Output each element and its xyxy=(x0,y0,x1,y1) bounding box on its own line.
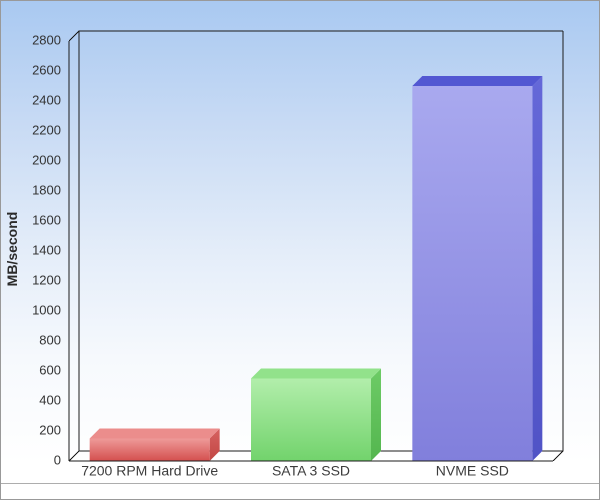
y-tick-label: 2200 xyxy=(32,122,61,137)
y-tick-label: 2400 xyxy=(32,92,61,107)
y-tick-label: 2600 xyxy=(32,62,61,77)
y-tick-label: 800 xyxy=(39,332,61,347)
bar-top-face xyxy=(89,428,220,439)
bars xyxy=(89,76,543,462)
y-tick-label: 1000 xyxy=(32,302,61,317)
y-tick-label: 1400 xyxy=(32,242,61,257)
bar-sata-3-ssd[interactable] xyxy=(251,368,381,462)
x-category-labels: 7200 RPM Hard Drive SATA 3 SSD NVME SSD xyxy=(81,463,509,479)
axis-line xyxy=(68,30,80,42)
bar-side-face xyxy=(209,428,220,461)
y-tick-label: 2000 xyxy=(32,152,61,167)
x-category-label: 7200 RPM Hard Drive xyxy=(81,463,218,479)
bar-top-face xyxy=(251,368,381,379)
x-category-label: SATA 3 SSD xyxy=(272,463,350,479)
y-tick-label: 1600 xyxy=(32,212,61,227)
bar-top-face xyxy=(412,76,543,86)
bar-nvme-ssd[interactable] xyxy=(412,76,543,461)
axis-line xyxy=(68,450,80,462)
bar-7200-rpm-hard-drive[interactable] xyxy=(89,428,220,462)
y-tick-label: 0 xyxy=(54,452,61,467)
bar-front-face xyxy=(251,378,371,461)
y-tick-label: 200 xyxy=(39,422,61,437)
y-tick-label: 2800 xyxy=(32,32,61,47)
y-tick-label: 1200 xyxy=(32,272,61,287)
axes-front-frame xyxy=(68,30,564,462)
bar-front-face xyxy=(412,86,533,461)
bar-side-face xyxy=(532,76,543,461)
bar-side-face xyxy=(371,368,381,461)
y-tick-labels: 0 200 400 600 800 1000 1200 1400 1600 1800 2000 220… xyxy=(32,32,61,467)
y-axis-title: MB/second xyxy=(4,212,20,287)
x-category-label: NVME SSD xyxy=(436,463,509,479)
y-tick-label: 600 xyxy=(39,362,61,377)
bar-front-face xyxy=(89,438,210,461)
y-tick-label: 1800 xyxy=(32,182,61,197)
axis-line xyxy=(552,450,564,462)
y-tick-label: 400 xyxy=(39,392,61,407)
